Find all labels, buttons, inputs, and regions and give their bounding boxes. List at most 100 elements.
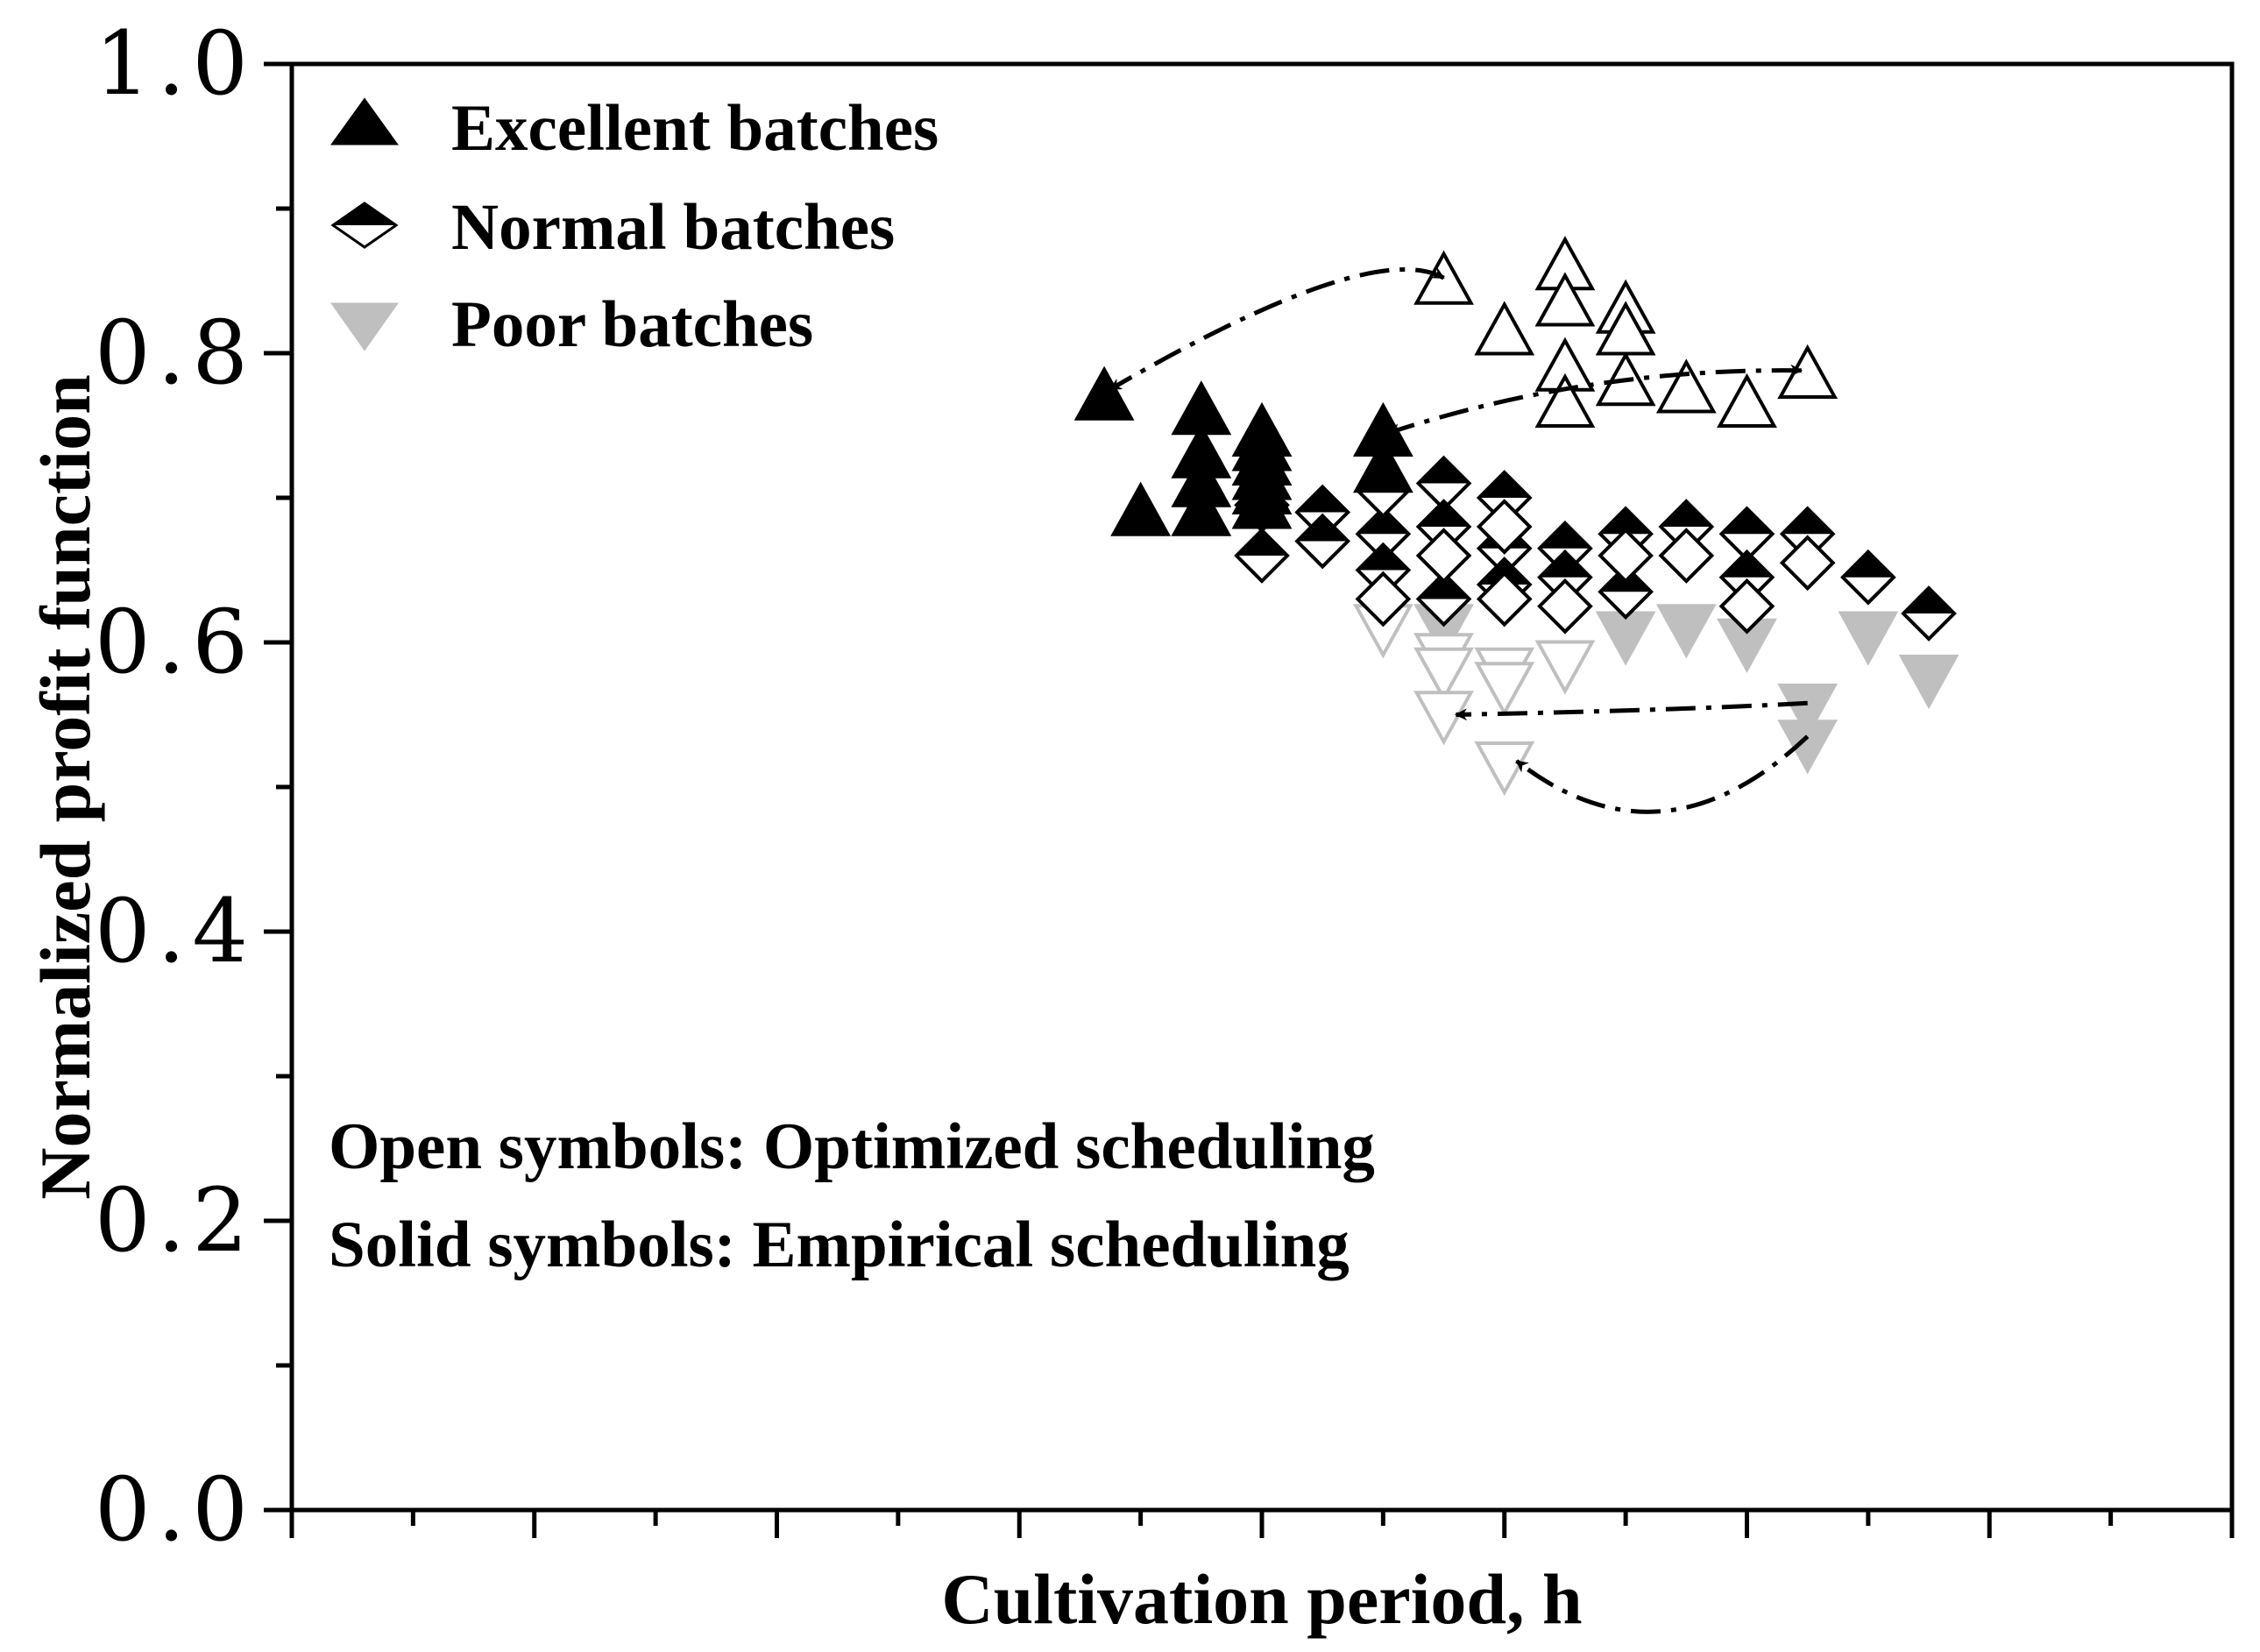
point-normal-empirical-upper-half: [1478, 472, 1530, 498]
point-excellent-optimized: [1534, 272, 1596, 327]
point-normal-empirical-upper-half: [1721, 508, 1773, 535]
point-normal-empirical-upper-half: [1600, 508, 1652, 535]
point-normal-optimized-lower-half: [1782, 563, 1833, 589]
point-normal-optimized: [1415, 528, 1472, 584]
point-poor-empirical: [1898, 655, 1959, 710]
point-normal-optimized-lower-half: [1600, 556, 1652, 581]
y-tick-label: 0.8: [95, 301, 255, 404]
point-normal-optimized-lower-half: [1478, 599, 1530, 625]
point-normal-optimized-upper-half: [1600, 530, 1652, 556]
point-normal-optimized-upper-half: [1782, 537, 1833, 564]
point-poor-empirical: [1838, 611, 1899, 666]
point-normal-optimized-outline: [1598, 528, 1654, 584]
point-normal-optimized-upper-half: [1357, 573, 1409, 599]
point-normal-empirical: [1294, 513, 1351, 570]
legend-item-poor: Poor batches: [330, 288, 813, 361]
annotation-solid-symbols: Solid symbols: Empirical scheduling: [329, 1209, 1350, 1281]
point-normal-empirical-upper-half: [1903, 588, 1955, 613]
legend-marker-excellent: [330, 97, 399, 145]
point-normal-optimized: [1537, 578, 1593, 635]
y-axis-title: Normalized profit function: [25, 374, 105, 1199]
point-poor-optimized: [1534, 640, 1596, 695]
point-normal-optimized-outline: [1355, 571, 1412, 627]
point-normal-empirical-upper-half: [1418, 501, 1470, 527]
point-normal-optimized-upper-half: [1539, 580, 1591, 606]
point-normal-empirical-upper-half: [1782, 508, 1833, 535]
point-normal-empirical-upper-half: [1236, 530, 1287, 556]
point-normal-empirical-upper-half: [1661, 501, 1712, 527]
point-normal-empirical-outline: [1598, 564, 1654, 620]
point-normal-optimized-outline: [1476, 499, 1533, 555]
point-excellent-empirical: [1231, 474, 1293, 529]
point-normal-optimized-lower-half: [1539, 606, 1591, 632]
point-normal-empirical-upper-half: [1357, 544, 1409, 571]
x-axis: [289, 1510, 2235, 1538]
point-normal-optimized-upper-half: [1661, 530, 1712, 556]
point-normal-empirical-lower-half: [1600, 592, 1652, 618]
point-normal-optimized-lower-half: [1478, 527, 1530, 552]
point-normal-optimized-lower-half: [1357, 490, 1409, 516]
y-tick-label: 1.0: [95, 12, 255, 115]
legend-item-excellent: Excellent batches: [330, 92, 939, 165]
legend-marker-poor: [330, 302, 399, 351]
legend-label-excellent: Excellent batches: [451, 92, 939, 165]
annotation-open-symbols: Open symbols: Optimized scheduling: [329, 1110, 1375, 1183]
point-normal-empirical-outline: [1901, 585, 1957, 642]
point-normal-optimized: [1355, 571, 1412, 627]
point-normal-optimized-upper-half: [1418, 530, 1470, 556]
point-normal-optimized: [1476, 499, 1533, 555]
x-axis-title: Cultivation period, h: [941, 1559, 1582, 1639]
point-normal-empirical-lower-half: [1842, 577, 1894, 603]
legend-marker-normal-outline: [330, 202, 399, 249]
point-normal-optimized-upper-half: [1478, 573, 1530, 599]
y-tick-label: 0.4: [95, 880, 255, 982]
point-normal-empirical-lower-half: [1418, 599, 1470, 625]
legend-item-normal: Normal batches: [330, 191, 895, 264]
point-normal-optimized: [1598, 528, 1654, 584]
point-normal-empirical-upper-half: [1418, 573, 1470, 599]
legend-label-poor: Poor batches: [451, 288, 813, 361]
y-tick-label: 0.2: [95, 1169, 255, 1272]
point-poor-empirical: [1777, 684, 1838, 739]
point-normal-empirical-upper-half: [1539, 522, 1591, 549]
point-normal-optimized-lower-half: [1721, 606, 1773, 632]
point-normal-empirical-upper-half: [1539, 551, 1591, 578]
y-tick-label: 0.0: [95, 1458, 255, 1561]
point-poor-optimized: [1413, 647, 1474, 702]
point-normal-optimized: [1658, 528, 1715, 584]
y-axis: 0.0 0.2 0.4 0.6 0.8 1.0: [95, 12, 292, 1561]
legend-label-normal: Normal batches: [451, 191, 895, 264]
point-normal-optimized-outline: [1415, 528, 1472, 584]
point-normal-empirical: [1234, 528, 1290, 584]
point-excellent-empirical: [1073, 365, 1135, 421]
point-normal-optimized-lower-half: [1418, 556, 1470, 581]
point-normal-empirical-outline: [1415, 571, 1472, 627]
point-normal-empirical-lower-half: [1297, 541, 1349, 567]
point-excellent-empirical: [1110, 481, 1172, 536]
point-normal-optimized: [1718, 578, 1775, 635]
point-normal-empirical-upper-half: [1297, 515, 1349, 542]
point-normal-empirical-lower-half: [1721, 534, 1773, 560]
annotation-arrow: [1455, 700, 1808, 721]
point-normal-empirical: [1415, 571, 1472, 627]
point-normal-optimized-outline: [1658, 528, 1715, 584]
point-normal-optimized-outline: [1476, 571, 1533, 627]
point-normal-empirical-upper-half: [1721, 551, 1773, 578]
legend-marker-normal-bottom: [333, 225, 396, 247]
point-normal-empirical-lower-half: [1903, 613, 1955, 639]
point-normal-optimized: [1476, 571, 1533, 627]
legend: Excellent batches Normal batches Poor ba…: [330, 92, 939, 361]
arrow-layer: [1109, 266, 1810, 814]
point-normal-empirical-outline: [1294, 513, 1351, 570]
point-normal-optimized-outline: [1537, 578, 1593, 635]
point-normal-empirical-outline: [1840, 549, 1896, 606]
plot-area-background: [292, 64, 2232, 1510]
point-normal-empirical-outline: [1234, 528, 1290, 584]
point-normal-empirical-upper-half: [1418, 457, 1470, 484]
point-excellent-optimized: [1474, 301, 1535, 356]
point-normal-empirical-upper-half: [1842, 551, 1894, 578]
point-normal-optimized-upper-half: [1478, 501, 1530, 527]
legend-marker-normal-top: [333, 203, 396, 225]
point-normal-optimized-outline: [1718, 578, 1775, 635]
